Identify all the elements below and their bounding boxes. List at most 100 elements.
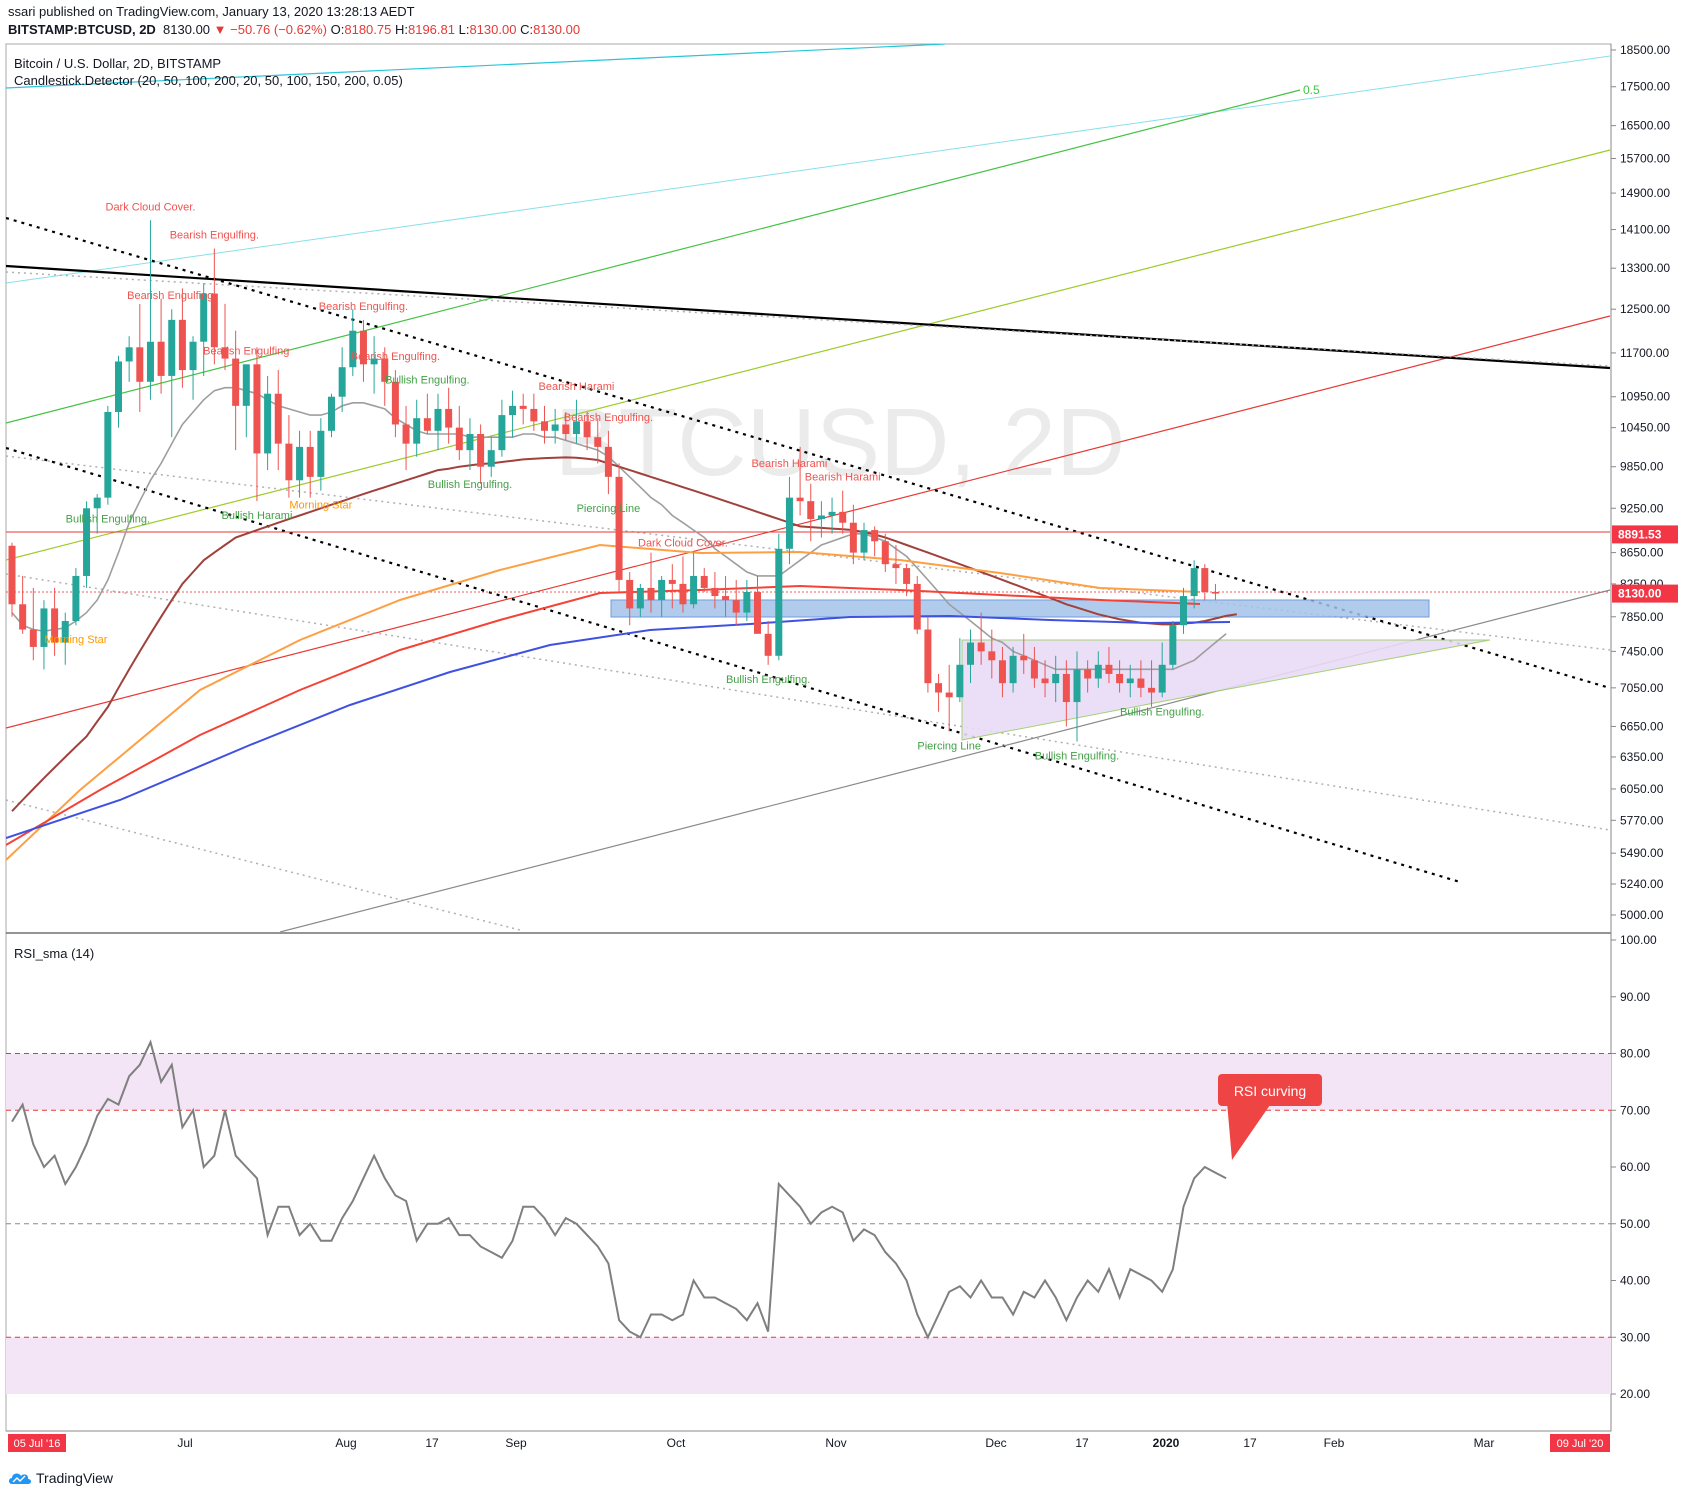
dotted-grey-bottom (6, 799, 521, 931)
price-tick-label: 18500.00 (1620, 43, 1670, 57)
tradingview-logo[interactable]: TradingView (8, 1470, 113, 1486)
open-label: O: (330, 22, 345, 37)
close-label: C: (520, 22, 534, 37)
price-tick-label: 12500.00 (1620, 302, 1670, 316)
candle (679, 556, 687, 613)
candle (328, 393, 335, 438)
close-value: 8130.00 (533, 22, 581, 37)
pattern-label: Bearish Engulfing. (170, 230, 259, 242)
candle (967, 629, 974, 684)
time-tick-label: Aug (335, 1436, 356, 1450)
time-range-end: 09 Jul '20 (1550, 1434, 1610, 1452)
candle (51, 587, 59, 656)
support-zone (610, 599, 1430, 618)
callout-text: RSI curving (1234, 1083, 1306, 1099)
candle (860, 522, 868, 561)
candle (1148, 660, 1156, 707)
pattern-label: Morning Star (44, 634, 107, 646)
channel-line-cyan-faint (6, 55, 1611, 284)
candle (1116, 660, 1124, 693)
candles (8, 220, 1219, 742)
price-tick-label: 5000.00 (1620, 908, 1664, 922)
candle (146, 220, 154, 400)
candle (157, 298, 165, 394)
dotted-grey-lower (6, 573, 1611, 831)
candle (83, 501, 91, 588)
rsi-axis: 100.00 90.00 80.00 70.00 60.00 50.00 40.00 30.0… (1611, 933, 1657, 1401)
candle (1180, 587, 1187, 634)
candle (115, 355, 122, 428)
fib-label: 0.5 (1303, 83, 1320, 97)
pattern-label: Morning Star (289, 500, 352, 512)
candle (40, 600, 48, 670)
series-legend[interactable]: Bitcoin / U.S. Dollar, 2D, BITSTAMP (14, 56, 222, 71)
indicator-legend[interactable]: Candlestick.Detector (20, 50, 100, 200, … (14, 73, 403, 88)
price-tick-label: 5770.00 (1620, 813, 1664, 827)
time-tick-label: 2020 (1153, 1436, 1180, 1450)
time-tick-label: Dec (985, 1436, 1006, 1450)
candle (1041, 660, 1049, 698)
candle (647, 552, 655, 613)
pattern-label: Bullish Engulfing. (66, 514, 150, 526)
price-tick-label: 7850.00 (1620, 610, 1664, 624)
rsi-annotation[interactable]: RSI curving (1218, 1074, 1322, 1160)
rsi-tick-label: 100.00 (1620, 933, 1657, 947)
brand-text: TradingView (36, 1470, 114, 1486)
candle (1158, 642, 1166, 698)
candle (615, 463, 623, 592)
candle (253, 347, 261, 502)
candle (519, 393, 527, 425)
candle (274, 370, 282, 471)
time-end-label: 09 Jul '20 (1557, 1438, 1604, 1450)
pattern-label: Bearish Engulfing. (564, 412, 653, 424)
price-tick-label: 14900.00 (1620, 186, 1670, 200)
price-tick-label: 9850.00 (1620, 460, 1664, 474)
rsi-band (6, 1337, 1611, 1394)
candle (72, 568, 80, 626)
triangle-pattern (961, 639, 1491, 741)
callout-box (1218, 1074, 1322, 1106)
price-tick-label: 5240.00 (1620, 877, 1664, 891)
candle (892, 545, 900, 584)
time-tick-label: Nov (825, 1436, 846, 1450)
candle (1052, 655, 1060, 703)
candle (775, 533, 783, 661)
candle (817, 501, 825, 538)
candle (370, 336, 378, 394)
price-tick-label: 11700.00 (1620, 346, 1669, 360)
candle (210, 248, 218, 365)
watermark: BTCUSD, 2D (555, 389, 1126, 496)
main-pane-drawings: 0.5 Dark Cloud Cover.Bearish Engulfing.B… (6, 44, 1611, 932)
time-tick-label: Mar (1474, 1436, 1495, 1450)
candle (754, 575, 761, 634)
candle (913, 575, 921, 634)
candle (988, 629, 996, 679)
candle (19, 575, 27, 634)
candle (317, 418, 325, 491)
price-tick-label: 6350.00 (1620, 750, 1664, 764)
candle (8, 542, 16, 617)
rsi-tick-label: 20.00 (1620, 1387, 1650, 1401)
rsi-tick-label: 70.00 (1620, 1103, 1650, 1117)
price-tick-label: 9250.00 (1620, 501, 1664, 515)
channel-line-cyan (6, 44, 946, 89)
rsi-tick-label: 30.00 (1620, 1330, 1650, 1344)
price-change: ▼ −50.76 (−0.62%) (213, 22, 327, 37)
symbol-line: BITSTAMP:BTCUSD, 2D 8130.00 ▼ −50.76 (−0… (8, 22, 580, 37)
time-tick-label: Jul (177, 1436, 192, 1450)
candle (125, 336, 133, 382)
open-value: 8180.75 (344, 22, 392, 37)
price-tick-label: 13300.00 (1620, 261, 1670, 275)
rsi-tick-label: 90.00 (1620, 990, 1650, 1004)
high-label: H: (394, 22, 408, 37)
candle (189, 336, 197, 400)
callout-pointer (1227, 1102, 1272, 1160)
candle (1030, 646, 1038, 688)
rsi-legend[interactable]: RSI_sma (14) (14, 946, 95, 961)
candle (551, 408, 559, 444)
channel-line-red (6, 315, 1611, 729)
candle (562, 411, 570, 441)
candle (93, 494, 101, 534)
rsi-tick-label: 60.00 (1620, 1160, 1650, 1174)
